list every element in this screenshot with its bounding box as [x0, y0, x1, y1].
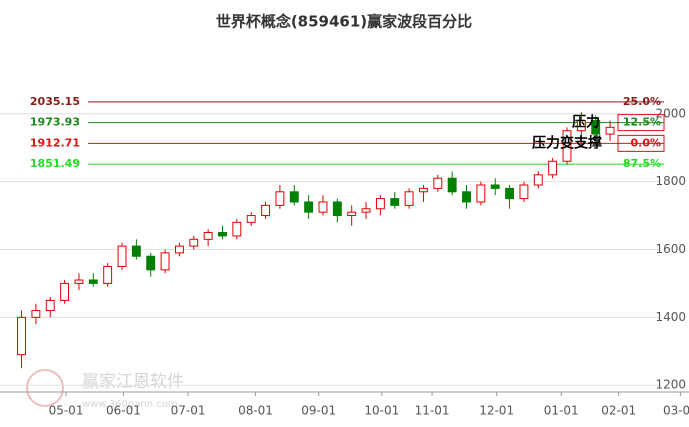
candle-body [505, 187, 515, 200]
x-tick-label: 07-01 [171, 404, 206, 418]
candle-body [404, 191, 414, 206]
candle-body [17, 316, 26, 356]
y-tick-label: 1200 [655, 378, 686, 392]
candle-body [304, 201, 314, 213]
candle-body [218, 232, 227, 237]
watermark: 赢家江恩软件 www.360gann.com [26, 369, 184, 410]
candle-body [605, 126, 615, 135]
candle-body [533, 174, 543, 186]
level-value-label: 1912.71 [30, 136, 80, 149]
x-tick-label: 08-01 [238, 404, 273, 418]
candle-body [60, 282, 70, 301]
candle-body [490, 184, 500, 189]
candle-body [261, 204, 270, 217]
candle-body [45, 299, 55, 312]
x-tick-label: 09-01 [301, 404, 336, 418]
annotation: 压力变支撑 [532, 134, 602, 151]
y-tick-label: 1600 [655, 242, 686, 256]
watermark-text: 赢家江恩软件 [82, 372, 184, 392]
candle-body [562, 130, 572, 162]
x-tick-label: 06-01 [106, 404, 141, 418]
candle-body [447, 177, 457, 193]
watermark-logo [26, 369, 64, 407]
candle-body [519, 184, 529, 200]
candle-body [160, 252, 170, 271]
x-tick-label: 11-01 [415, 404, 450, 418]
candle-body [347, 211, 357, 217]
candle-body [88, 279, 98, 284]
candle-body [476, 184, 486, 203]
level-percent-label: 25.0% [623, 95, 661, 108]
level-value-label: 1851.49 [30, 157, 80, 170]
level-box [617, 134, 665, 152]
candle-body [232, 221, 242, 237]
x-tick-label: 05-01 [49, 404, 84, 418]
candle-body [203, 232, 213, 240]
watermark-url: www.360gann.com [82, 399, 178, 410]
x-tick-label: 02-01 [601, 404, 636, 418]
candle-body [419, 187, 428, 193]
candle-body [462, 191, 471, 203]
level-percent-label: 0.0% [630, 136, 661, 149]
x-tick-label: 01-01 [544, 404, 579, 418]
candle-body [74, 279, 84, 284]
candle-body [174, 245, 184, 254]
candle-body [131, 245, 141, 257]
candle-body [146, 255, 156, 271]
annotation: 压力 [572, 114, 600, 131]
level-value-label: 1973.93 [30, 116, 80, 129]
level-percent-label: 12.5% [623, 116, 661, 129]
x-tick-label: 12-01 [479, 404, 514, 418]
candle-body [576, 120, 586, 132]
candle-body [591, 120, 601, 135]
candle-body [246, 215, 256, 223]
candle-body [433, 177, 443, 189]
candle-body [548, 160, 558, 176]
candle-body [189, 238, 199, 247]
y-tick-label: 1800 [655, 174, 686, 188]
y-tick-label: 1400 [655, 310, 686, 324]
x-tick-label: 03-01 [663, 404, 689, 418]
candle-body [31, 310, 41, 318]
candle-body [375, 198, 385, 210]
candle-body [361, 208, 371, 213]
candle-body [332, 201, 342, 217]
level-value-label: 2035.15 [30, 95, 80, 108]
candle-body [390, 198, 400, 206]
level-box [617, 114, 665, 132]
candle-body [318, 201, 328, 213]
candle-body [289, 191, 299, 203]
x-tick-label: 10-01 [364, 404, 399, 418]
candle-body [117, 245, 127, 267]
candle-body [103, 265, 113, 284]
y-tick-label: 2000 [655, 106, 686, 120]
chart-title: 世界杯概念(859461)赢家波段百分比 [216, 13, 472, 31]
level-percent-label: 87.5% [623, 157, 661, 170]
candle-body [275, 191, 285, 206]
